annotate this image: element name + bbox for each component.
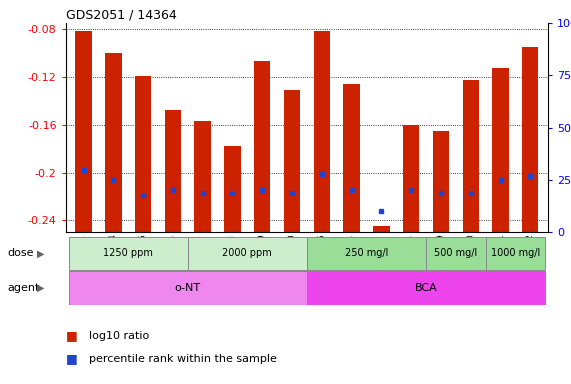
Bar — [492, 68, 509, 232]
Text: o-NT: o-NT — [175, 283, 201, 293]
Bar — [224, 146, 240, 232]
Bar — [343, 84, 360, 232]
Bar — [164, 110, 181, 232]
Text: ▶: ▶ — [37, 248, 45, 258]
Bar — [426, 237, 485, 270]
Bar — [75, 31, 92, 232]
Text: GDS2051 / 14364: GDS2051 / 14364 — [66, 9, 176, 22]
Bar — [188, 237, 307, 270]
Text: 2000 ppm: 2000 ppm — [223, 248, 272, 258]
Bar — [254, 61, 271, 232]
Text: log10 ratio: log10 ratio — [89, 331, 149, 341]
Text: BCA: BCA — [415, 283, 437, 293]
Bar — [69, 237, 188, 270]
Bar — [195, 121, 211, 232]
Bar — [135, 76, 151, 232]
Text: 1250 ppm: 1250 ppm — [103, 248, 153, 258]
Text: 250 mg/l: 250 mg/l — [345, 248, 388, 258]
Text: agent: agent — [7, 283, 40, 293]
Bar — [463, 80, 479, 232]
Text: percentile rank within the sample: percentile rank within the sample — [89, 354, 276, 364]
Bar — [284, 90, 300, 232]
Text: ■: ■ — [66, 329, 78, 343]
Bar — [313, 31, 330, 232]
Bar — [105, 53, 122, 232]
Bar — [485, 237, 545, 270]
Text: 500 mg/l: 500 mg/l — [434, 248, 477, 258]
Bar — [373, 226, 389, 232]
Bar — [433, 131, 449, 232]
Text: dose: dose — [7, 248, 34, 258]
Text: ■: ■ — [66, 353, 78, 366]
Text: 1000 mg/l: 1000 mg/l — [490, 248, 540, 258]
Bar — [69, 271, 307, 305]
Bar — [307, 271, 545, 305]
Bar — [307, 237, 426, 270]
Bar — [403, 125, 419, 232]
Text: ▶: ▶ — [37, 283, 45, 293]
Bar — [522, 47, 538, 232]
